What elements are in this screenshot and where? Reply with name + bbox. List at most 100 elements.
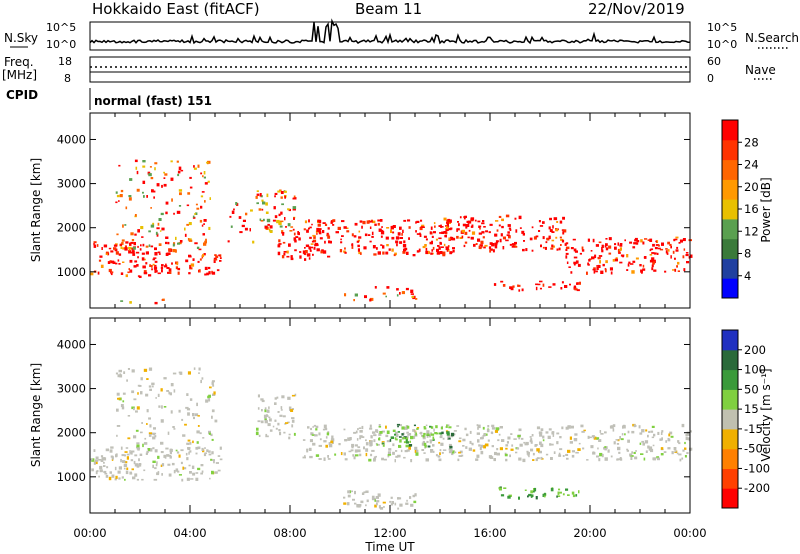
power-cell xyxy=(154,269,157,273)
velocity-cell xyxy=(287,396,291,400)
velocity-cell xyxy=(213,460,215,464)
power-cell xyxy=(466,220,470,223)
velocity-cell xyxy=(200,379,202,384)
velocity-cell xyxy=(405,439,408,442)
power-cell xyxy=(657,247,661,250)
velocity-cell xyxy=(351,443,354,448)
velocity-cell xyxy=(634,456,638,460)
velocity-cell xyxy=(652,457,654,460)
velocity-cell xyxy=(120,404,124,408)
power-cell xyxy=(250,209,253,212)
velocity-cell xyxy=(410,459,413,463)
velocity-cell xyxy=(357,446,361,449)
power-cell xyxy=(125,241,129,244)
power-cell xyxy=(344,247,346,250)
power-cell xyxy=(134,233,137,236)
nave-label: Nave xyxy=(745,63,776,77)
noise-right-tick-top: 10^5 xyxy=(707,21,737,34)
power-cell xyxy=(158,243,162,246)
power-cell xyxy=(442,251,446,255)
velocity-cell xyxy=(504,453,508,457)
power-cell xyxy=(433,231,436,234)
power-cell xyxy=(578,281,581,285)
power-cell xyxy=(468,229,471,232)
velocity-colorbar-tick-label: 100 xyxy=(744,363,766,377)
power-cell xyxy=(483,246,486,249)
power-cell xyxy=(161,227,165,231)
power-cell xyxy=(229,215,232,218)
power-cell xyxy=(470,236,474,240)
power-cell xyxy=(327,255,331,258)
velocity-cell xyxy=(169,392,172,396)
power-cell xyxy=(382,292,386,295)
power-cell xyxy=(518,284,521,287)
velocity-cell xyxy=(626,449,629,452)
power-cell xyxy=(116,233,119,236)
power-cell xyxy=(422,226,425,228)
power-cell xyxy=(161,184,163,188)
velocity-cell xyxy=(616,443,620,445)
velocity-cell xyxy=(519,443,523,447)
velocity-cell xyxy=(402,437,406,440)
power-cell xyxy=(157,251,161,254)
velocity-cell xyxy=(185,406,189,409)
power-cell xyxy=(158,218,162,221)
velocity-cell xyxy=(627,430,630,434)
power-cell xyxy=(344,293,347,297)
velocity-cell xyxy=(518,457,522,461)
velocity-cell xyxy=(454,451,457,454)
power-cell xyxy=(436,248,439,252)
velocity-cell xyxy=(685,433,688,437)
velocity-cell xyxy=(361,436,365,438)
velocity-colorbar-swatch xyxy=(722,369,738,390)
power-cell xyxy=(283,252,286,256)
velocity-cell xyxy=(117,470,121,474)
power-cell xyxy=(357,244,360,248)
velocity-cell xyxy=(487,425,490,428)
velocity-cell xyxy=(361,492,365,495)
velocity-cell xyxy=(429,425,432,428)
velocity-cell xyxy=(157,393,160,397)
power-cell xyxy=(592,238,595,243)
velocity-cell xyxy=(133,398,137,401)
velocity-cell xyxy=(422,435,426,440)
velocity-cell xyxy=(106,466,109,469)
velocity-cell xyxy=(196,402,198,407)
velocity-cell xyxy=(100,460,104,462)
velocity-cell xyxy=(530,438,533,441)
velocity-cell xyxy=(592,435,595,439)
power-cell xyxy=(559,236,562,239)
power-cell xyxy=(309,236,312,239)
velocity-cell xyxy=(306,449,309,453)
power-cell xyxy=(113,244,118,247)
power-cell xyxy=(318,229,321,232)
velocity-cell xyxy=(530,440,533,444)
velocity-cell xyxy=(604,457,608,461)
velocity-cell xyxy=(188,464,191,467)
velocity-cell xyxy=(354,502,357,505)
velocity-cell xyxy=(399,436,402,438)
velocity-cell xyxy=(196,441,199,444)
velocity-cell xyxy=(165,447,169,450)
power-cell xyxy=(597,257,601,260)
power-cell xyxy=(555,236,558,239)
power-cell xyxy=(418,248,421,252)
power-cell xyxy=(273,206,276,210)
velocity-cell xyxy=(149,448,153,452)
power-cell xyxy=(654,246,658,250)
velocity-cell xyxy=(543,494,546,498)
velocity-cell xyxy=(103,465,106,467)
power-cell xyxy=(539,287,542,290)
power-cell xyxy=(590,250,593,252)
nsearch-label: N.Search xyxy=(745,31,799,45)
frequency-panel: 18 8 60 0 Freq. [MHz] Nave xyxy=(2,55,776,85)
power-cell xyxy=(124,224,127,226)
velocity-cell xyxy=(265,433,268,436)
velocity-cell xyxy=(394,431,398,435)
power-cell xyxy=(399,241,403,244)
power-cell xyxy=(136,264,139,267)
velocity-cell xyxy=(201,377,204,380)
power-cell xyxy=(152,258,156,261)
power-cell xyxy=(128,248,131,251)
power-cell xyxy=(107,252,110,256)
